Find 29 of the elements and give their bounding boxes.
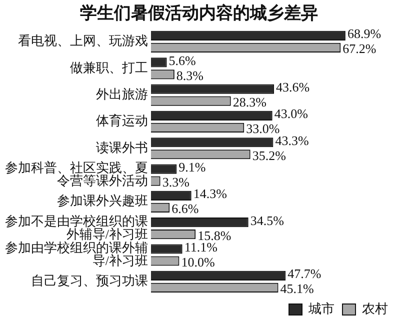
data-label: 45.1% <box>280 281 314 296</box>
legend-label: 农村 <box>362 300 388 316</box>
chart-title: 学生们暑假活动内容的城乡差异 <box>80 4 318 24</box>
data-label: 5.6% <box>168 52 196 68</box>
y-tick-label: 看电视、上网、玩游戏 <box>18 33 148 48</box>
y-tick-label: 外出旅游 <box>96 86 148 102</box>
y-tick-label: 参加课外兴趣班 <box>57 193 148 208</box>
y-tick-label: 自己复习、预习功课 <box>31 273 148 288</box>
y-tick-label: 做兼职、打工 <box>70 60 148 75</box>
data-label: 14.3% <box>193 186 228 202</box>
y-tick-label: 参加由学校组织的课外辅导/补习班 <box>5 240 148 268</box>
data-label: 8.3% <box>176 68 204 83</box>
y-tick-label: 体育运动 <box>96 113 148 128</box>
data-label: 10.0% <box>181 254 215 270</box>
data-label: 68.9% <box>347 26 382 42</box>
data-label: 35.2% <box>252 148 286 163</box>
y-tick-label: 参加科普、社区实践、夏令营等课外活动 <box>5 160 148 188</box>
data-label: 34.5% <box>250 212 284 228</box>
y-tick-label: 读课外书 <box>96 140 148 155</box>
data-label: 3.3% <box>162 174 190 190</box>
data-label: 28.3% <box>232 94 267 110</box>
data-label: 67.2% <box>342 41 376 56</box>
y-tick-label: 参加不是由学校组织的课外辅导/补习班 <box>5 213 148 242</box>
data-label: 43.0% <box>274 106 308 122</box>
data-label: 9.1% <box>178 159 206 174</box>
data-label: 43.6% <box>276 79 310 94</box>
data-label: 6.6% <box>172 201 199 216</box>
data-label: 47.7% <box>288 266 322 282</box>
legend-label: 城市 <box>308 300 334 316</box>
